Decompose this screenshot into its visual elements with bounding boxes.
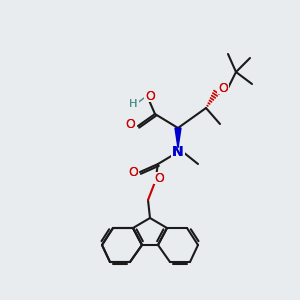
FancyBboxPatch shape [144, 90, 156, 102]
Text: O: O [128, 166, 138, 178]
Text: O: O [218, 82, 228, 94]
Text: O: O [154, 172, 164, 184]
Text: H: H [129, 99, 137, 109]
Text: O: O [218, 82, 228, 94]
FancyBboxPatch shape [171, 145, 185, 159]
Text: O: O [145, 89, 155, 103]
Polygon shape [175, 128, 181, 148]
Text: N: N [172, 145, 184, 159]
FancyBboxPatch shape [127, 98, 139, 110]
FancyBboxPatch shape [217, 82, 229, 94]
FancyBboxPatch shape [127, 166, 139, 178]
FancyBboxPatch shape [153, 172, 165, 184]
Text: O: O [125, 118, 135, 130]
Text: O: O [125, 118, 135, 130]
Text: N: N [172, 145, 184, 159]
Text: H: H [129, 99, 137, 109]
Text: O: O [154, 172, 164, 184]
FancyBboxPatch shape [124, 118, 136, 130]
Text: O: O [128, 166, 138, 178]
Text: O: O [145, 89, 155, 103]
